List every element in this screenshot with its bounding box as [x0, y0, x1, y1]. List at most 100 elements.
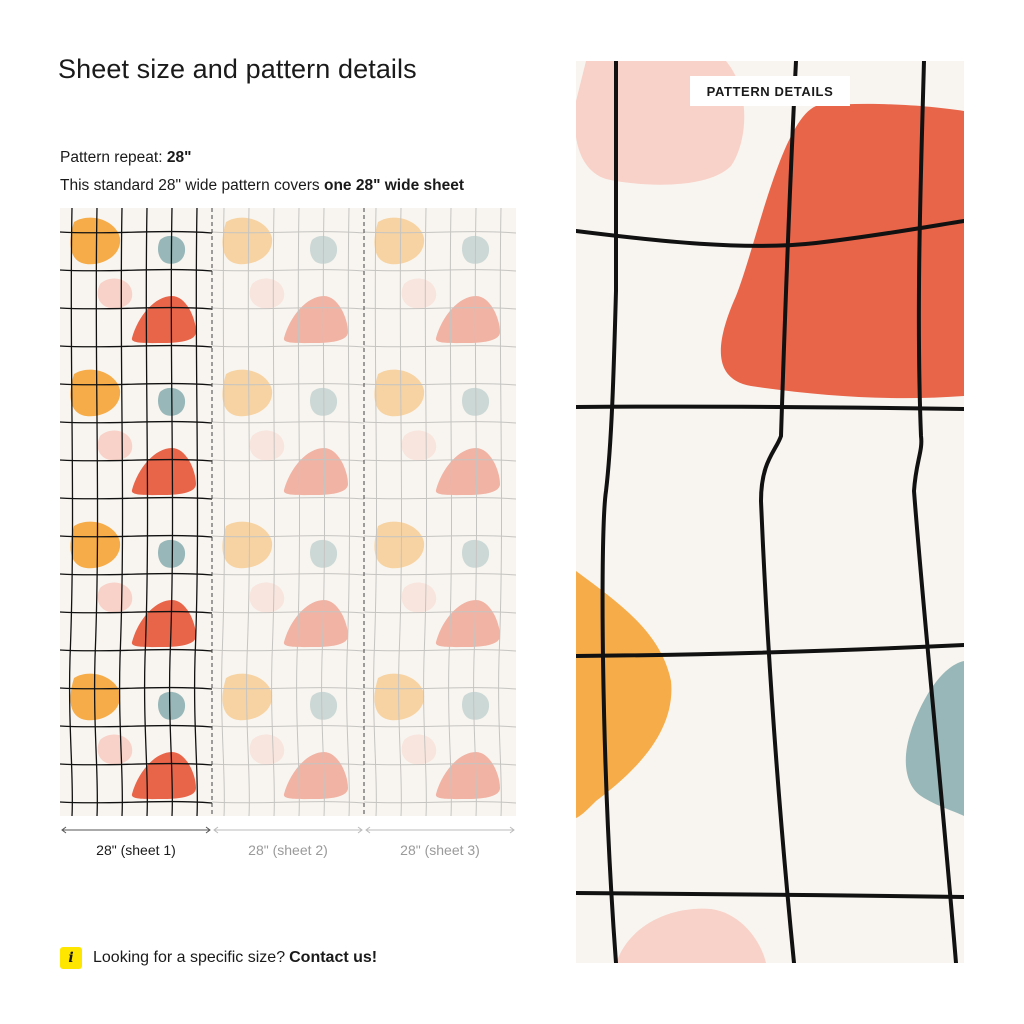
teal-blob [158, 691, 186, 720]
grid-line-vertical [246, 208, 251, 816]
contact-link[interactable]: Contact us! [289, 949, 378, 966]
teal-blob [462, 235, 490, 264]
orange-blob [374, 521, 425, 569]
grid-line-horizontal [363, 269, 516, 272]
grid-line-horizontal [60, 496, 213, 500]
grid-line-horizontal [60, 344, 213, 348]
grid-line-vertical [498, 208, 503, 816]
red-blob [435, 296, 500, 344]
contact-callout: i Looking for a specific size? Contact u… [60, 947, 377, 969]
grid-line-horizontal [60, 610, 213, 614]
sheet-2-grid [211, 208, 365, 816]
grid-line-horizontal [363, 573, 516, 576]
orange-blob [222, 369, 273, 417]
pattern-repeat-line: Pattern repeat: 28" [60, 149, 191, 167]
pink-blob [249, 430, 285, 461]
detail-red-blob [720, 103, 964, 399]
grid-line-vertical [373, 208, 378, 816]
grid-line-horizontal [363, 649, 516, 652]
grid-line-vertical [321, 208, 326, 816]
grid-line-horizontal [363, 345, 516, 348]
grid-line-vertical [168, 208, 174, 816]
orange-blob [70, 369, 121, 417]
grid-line-horizontal [60, 762, 213, 766]
grid-line-horizontal [60, 230, 213, 234]
info-icon: i [60, 947, 82, 969]
pink-blob [97, 582, 133, 613]
orange-blob [374, 673, 425, 721]
pattern-details-badge: PATTERN DETAILS [690, 76, 850, 106]
contact-text: Looking for a specific size? [93, 949, 286, 966]
red-blob [283, 448, 348, 496]
red-blob [283, 752, 348, 800]
grid-line-horizontal [211, 345, 365, 348]
grid-line-vertical [398, 208, 403, 816]
page-title: Sheet size and pattern details [58, 54, 417, 84]
grid-line-horizontal [363, 497, 516, 500]
grid-line-vertical [93, 208, 99, 816]
detail-orange-blob [576, 571, 672, 818]
grid-line-horizontal [363, 763, 516, 766]
red-blob [435, 752, 500, 800]
grid-line-horizontal [211, 535, 365, 538]
grid-line-horizontal [60, 382, 213, 386]
orange-blob [374, 369, 425, 417]
pink-blob [249, 278, 285, 309]
pink-blob [401, 430, 437, 461]
grid-line-horizontal [211, 383, 365, 386]
grid-line-vertical [271, 208, 276, 816]
grid-line-horizontal [211, 231, 365, 234]
teal-blob [462, 387, 490, 416]
grid-line-horizontal [60, 268, 213, 272]
grid-line-horizontal [211, 649, 365, 652]
grid-line-vertical [143, 208, 149, 816]
pattern-preview-graphic [60, 208, 516, 816]
grid-line-horizontal [211, 611, 365, 614]
grid-line-horizontal [211, 763, 365, 766]
grid-line-horizontal [60, 724, 213, 728]
grid-line-horizontal [60, 306, 213, 310]
sheet-2-label: 28" (sheet 2) [248, 842, 328, 858]
grid-line-horizontal [363, 611, 516, 614]
detail-pink-blob-bottom [616, 908, 766, 963]
grid-line-vertical [473, 208, 478, 816]
grid-line-vertical [448, 208, 453, 816]
grid-line-vertical [296, 208, 301, 816]
sheet-3-grid [363, 208, 516, 816]
coverage-bold: one 28" wide sheet [323, 177, 464, 194]
orange-blob [222, 521, 273, 569]
sheet-dimension-markers [61, 826, 515, 834]
pattern-detail-image [576, 61, 964, 963]
sheet-1-label: 28" (sheet 1) [96, 842, 176, 858]
pink-blob [401, 734, 437, 765]
orange-blob [222, 673, 273, 721]
teal-blob [158, 539, 186, 568]
grid-line-horizontal [211, 725, 365, 728]
pattern-repeat-label: Pattern repeat: [60, 149, 163, 166]
grid-line-vertical [221, 208, 226, 816]
grid-line-vertical [423, 208, 428, 816]
grid-line-horizontal [363, 725, 516, 728]
pink-blob [249, 582, 285, 613]
pink-blob [401, 582, 437, 613]
grid-line-vertical [68, 208, 74, 816]
pattern-detail-graphic [576, 61, 964, 963]
grid-line-horizontal [60, 420, 213, 424]
grid-line-horizontal [363, 687, 516, 690]
grid-line-horizontal [363, 383, 516, 386]
grid-line-horizontal [60, 534, 213, 538]
pink-blob [401, 278, 437, 309]
grid-line-horizontal [363, 801, 516, 804]
red-blob [435, 600, 500, 648]
grid-line-horizontal [363, 535, 516, 538]
teal-blob [310, 387, 338, 416]
grid-line-horizontal [60, 686, 213, 690]
preview-background [60, 208, 516, 816]
sheet-2-pattern [211, 208, 365, 816]
sheet-1-arrow-left [61, 826, 67, 834]
grid-line-vertical [193, 208, 199, 816]
grid-line-horizontal [211, 421, 365, 424]
pink-blob [97, 430, 133, 461]
grid-line-horizontal [211, 307, 365, 310]
grid-line-horizontal [60, 648, 213, 652]
